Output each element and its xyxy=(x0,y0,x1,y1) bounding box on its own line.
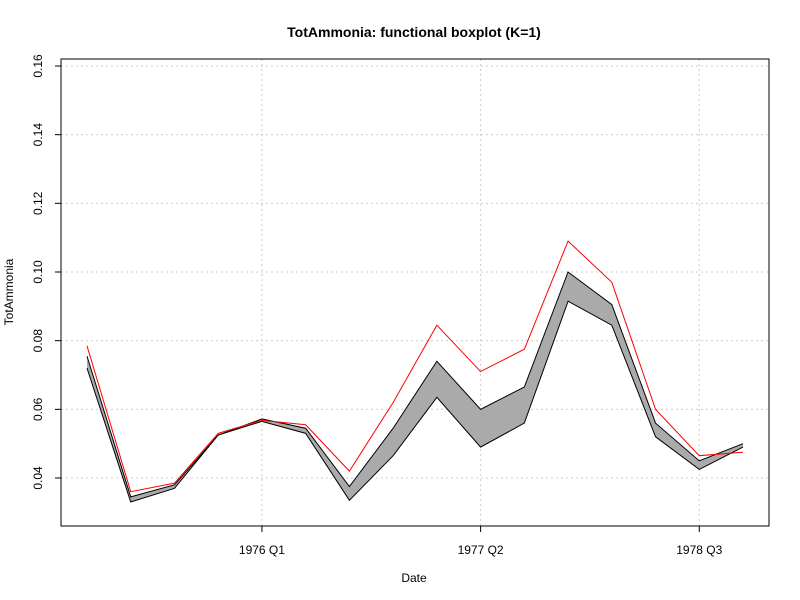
x-tick-label: 1977 Q2 xyxy=(458,543,504,557)
y-axis: 0.04 0.06 0.08 0.10 0.12 0.14 0.16 xyxy=(31,54,61,490)
y-axis-label: TotAmmonia xyxy=(2,258,16,325)
y-tick-label: 0.14 xyxy=(31,123,45,147)
y-tick-label: 0.06 xyxy=(31,397,45,421)
plot-frame xyxy=(60,58,770,527)
band-upper-edge xyxy=(86,271,744,498)
band-lower-edge xyxy=(86,300,744,503)
y-tick-label: 0.04 xyxy=(31,466,45,490)
x-tick-label: 1978 Q3 xyxy=(676,543,722,557)
x-axis-label: Date xyxy=(401,571,427,585)
band-area xyxy=(87,272,743,503)
series-line-0 xyxy=(86,240,744,493)
y-tick-label: 0.16 xyxy=(31,54,45,78)
x-tick-label: 1976 Q1 xyxy=(239,543,285,557)
y-tick-label: 0.08 xyxy=(31,329,45,353)
series-layer xyxy=(86,240,744,493)
grid xyxy=(61,59,769,526)
y-tick-label: 0.10 xyxy=(31,260,45,284)
x-axis: 1976 Q1 1977 Q2 1978 Q3 xyxy=(239,526,723,557)
band-layer xyxy=(86,271,744,503)
chart-title: TotAmmonia: functional boxplot (K=1) xyxy=(287,24,541,40)
y-tick-label: 0.12 xyxy=(31,191,45,215)
